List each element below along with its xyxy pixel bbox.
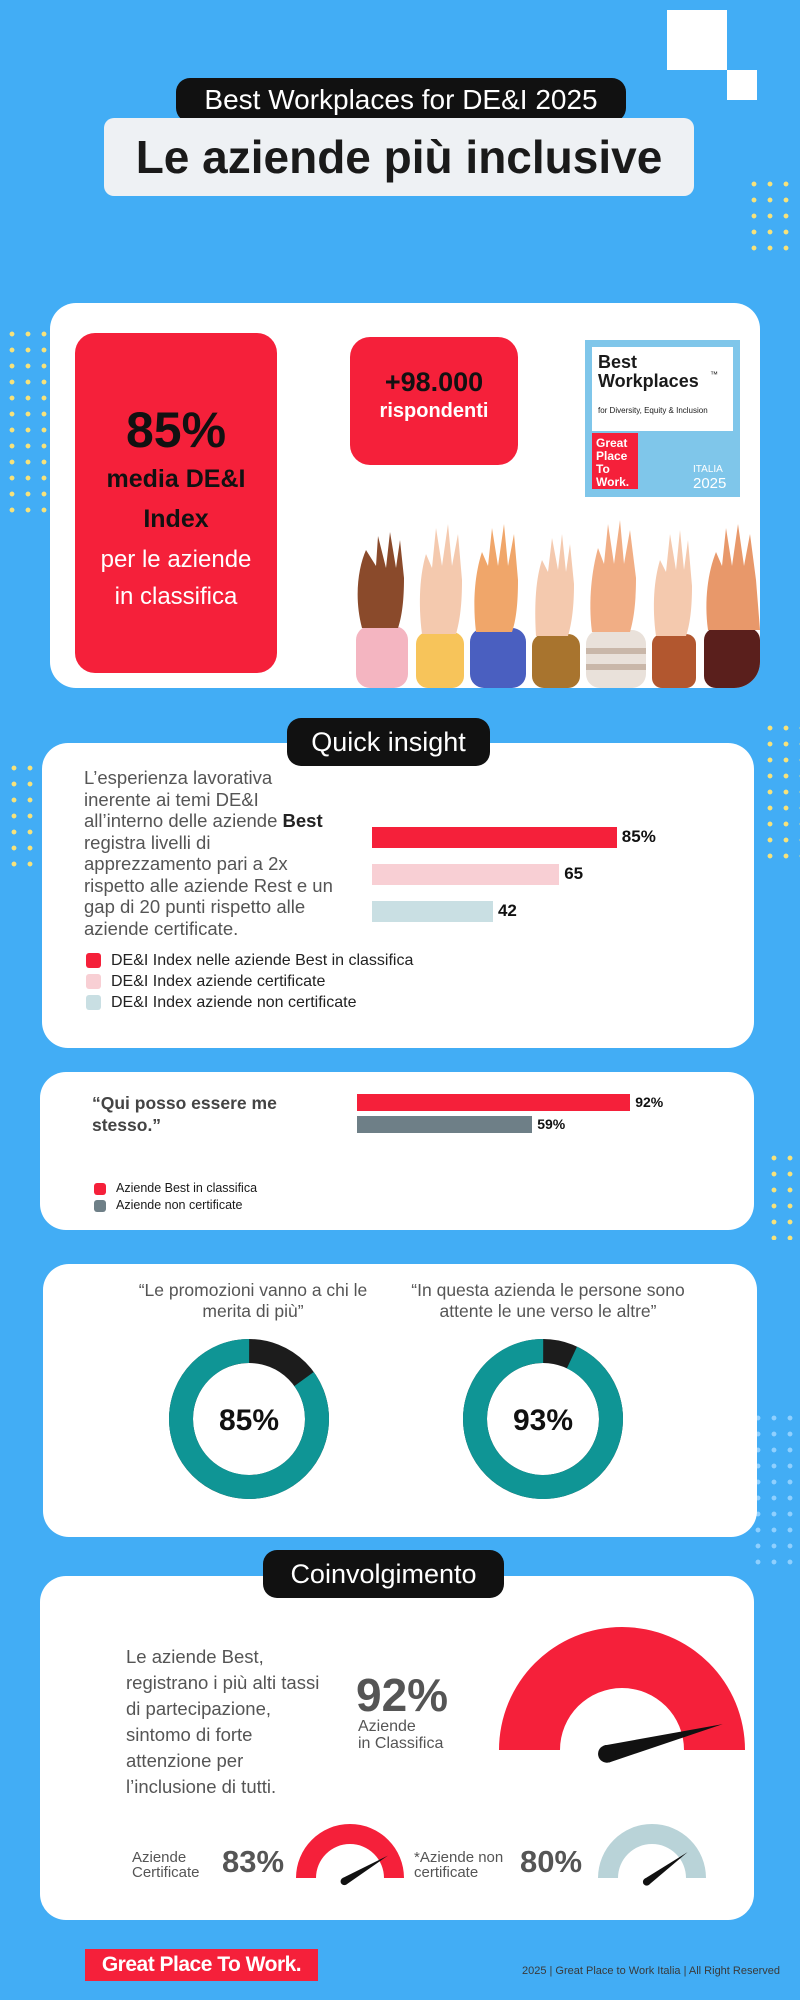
engagement-label: Coinvolgimento — [263, 1550, 504, 1598]
decorative-dots — [746, 176, 798, 256]
dei-index-label: media DE&I Index — [106, 465, 246, 533]
main-gauge-needle — [604, 1724, 723, 1763]
dei-index-description: per le aziende in classifica — [100, 546, 252, 610]
hero-card: 85% media DE&I Index per le aziende in c… — [50, 303, 760, 688]
main-participation-label-1: Aziende — [358, 1718, 416, 1735]
dei-index-stat-card: 85% media DE&I Index per le aziende in c… — [75, 333, 277, 673]
quick-insight-bar-1 — [372, 864, 560, 885]
best-workplaces-badge: Best Workplaces ™ for Diversity, Equity … — [585, 340, 740, 497]
decorative-dots — [762, 720, 800, 860]
decorative-dots — [750, 1410, 798, 1570]
certified-gauge-needle — [342, 1855, 388, 1885]
participation-gauges — [296, 1627, 745, 1886]
non-certified-gauge-needle — [644, 1852, 688, 1885]
legend-label: Aziende Best in classifica — [116, 1181, 258, 1195]
legend-label: DE&I Index aziende non certificate — [111, 994, 357, 1011]
donut-quote-promotions: “Le promozioni vanno a chi le merita di … — [138, 1280, 368, 1321]
quick-insight-bar-2 — [372, 901, 493, 922]
main-gauge-needle-hub — [598, 1745, 616, 1763]
donut-quote-care: “In questa azienda le persone sono atten… — [411, 1280, 685, 1321]
legend-item-certified: DE&I Index aziende certificate — [86, 972, 413, 992]
quote-bar-0 — [357, 1094, 631, 1111]
decorative-dots — [6, 760, 46, 870]
quick-insight-text: L’esperienza lavorativa inerente ai temi… — [84, 767, 339, 939]
legend-swatch-red — [86, 953, 101, 969]
decorative-dots — [766, 1150, 796, 1240]
quote-bar-label-0: 92% — [635, 1093, 664, 1110]
decorative-square-large — [667, 10, 727, 70]
badge-title-line2: Workplaces — [598, 371, 699, 391]
quick-insight-bar-label-0: 85% — [621, 826, 656, 846]
certified-gauge-arc — [296, 1824, 404, 1878]
donut-value-arc-0 — [169, 1339, 329, 1500]
quote-bar-1 — [357, 1116, 533, 1133]
respondents-card: +98.000 rispondenti — [350, 337, 518, 465]
main-participation-label-2: in Classifica — [358, 1735, 444, 1752]
quote-legend: Aziende Best in classifica Aziende non c… — [94, 1180, 257, 1214]
donut-charts: 85% 93% — [169, 1339, 623, 1500]
header-subtitle: Best Workplaces for DE&I 2025 — [176, 78, 626, 122]
certified-label-2: Certificate — [132, 1864, 200, 1881]
legend-item-best: DE&I Index nelle aziende Best in classif… — [86, 951, 413, 971]
legend-label: Aziende non certificate — [116, 1198, 243, 1212]
page-title: Le aziende più inclusive — [104, 118, 694, 196]
legend-label: DE&I Index nelle aziende Best in classif… — [111, 952, 414, 969]
non-certified-gauge-arc — [598, 1824, 706, 1878]
quick-insight-legend: DE&I Index nelle aziende Best in classif… — [86, 951, 413, 1014]
decorative-square-small — [727, 70, 757, 100]
badge-gptw-logo: Great Place To Work. — [592, 433, 638, 489]
dei-index-value: 85% — [125, 402, 227, 458]
legend-label: DE&I Index aziende certificate — [111, 973, 326, 990]
certified-gauge-needle-hub — [340, 1877, 349, 1886]
legend-swatch-grey — [94, 1199, 106, 1212]
donut-value-arc-1 — [463, 1339, 623, 1499]
donuts-card: “Le promozioni vanno a chi le merita di … — [43, 1264, 757, 1537]
engagement-card: Le aziende Best, registrano i più alti t… — [40, 1576, 754, 1920]
badge-title-line1: Best — [598, 352, 638, 372]
non-certified-gauge-needle-hub — [642, 1878, 651, 1886]
legend-item-best: Aziende Best in classifica — [94, 1180, 257, 1197]
quick-insight-text-end: registra livelli di apprezzamento pari a… — [84, 831, 333, 939]
certified-value: 83% — [222, 1844, 285, 1879]
quick-insight-bar-label-1: 65 — [564, 863, 584, 883]
legend-swatch-pink — [86, 974, 101, 990]
quote-text: “Qui posso essere me stesso.” — [92, 1093, 277, 1135]
non-certified-value: 80% — [520, 1844, 583, 1879]
quick-insight-text-bold: Best — [282, 810, 323, 831]
legend-swatch-grey-blue — [86, 995, 101, 1011]
engagement-text: Le aziende Best, registrano i più alti t… — [126, 1646, 320, 1797]
legend-swatch-red — [94, 1182, 106, 1195]
quick-insight-bar-label-2: 42 — [497, 900, 517, 920]
quick-insight-text-start: L’esperienza lavorativa inerente ai temi… — [84, 767, 283, 831]
raised-hands-illustration — [356, 520, 760, 688]
quote-card: “Qui posso essere me stesso.” 92% 59% Azi… — [40, 1072, 754, 1230]
quick-insight-card: L’esperienza lavorativa inerente ai temi… — [42, 743, 754, 1048]
badge-trademark: ™ — [710, 370, 718, 379]
non-certified-label-1: *Aziende non — [414, 1849, 504, 1866]
badge-subtitle: for Diversity, Equity & Inclusion — [598, 406, 708, 415]
respondents-value: +98.000 — [384, 367, 484, 397]
donut-value-label-1: 93% — [513, 1404, 573, 1437]
quote-bar-label-1: 59% — [537, 1115, 566, 1132]
gptw-footer-logo: Great Place To Work. — [85, 1949, 318, 1981]
legend-item-non-certified: DE&I Index aziende non certificate — [86, 993, 413, 1013]
main-gauge-arc — [499, 1627, 745, 1750]
certified-label-1: Aziende — [132, 1849, 187, 1866]
respondents-label: rispondenti — [379, 400, 489, 422]
badge-country: ITALIA — [693, 464, 723, 475]
footer-copyright: 2025 | Great Place to Work Italia | All … — [521, 1965, 780, 1977]
main-participation-value: 92% — [356, 1669, 449, 1721]
non-certified-label-2: certificate — [414, 1864, 479, 1881]
quick-insight-bar-0 — [372, 827, 617, 848]
badge-year: 2025 — [693, 475, 727, 492]
legend-item-non-certified: Aziende non certificate — [94, 1197, 257, 1214]
quick-insight-label: Quick insight — [287, 718, 490, 766]
donut-value-label-0: 85% — [219, 1404, 279, 1437]
decorative-dots — [4, 326, 52, 516]
